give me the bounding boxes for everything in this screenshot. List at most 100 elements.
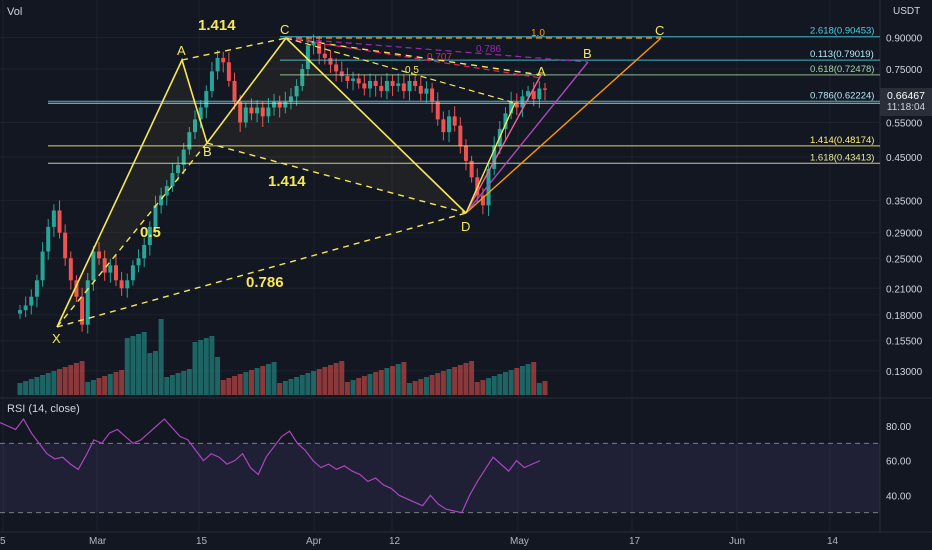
volume-bar — [502, 372, 508, 395]
candle-body — [215, 57, 220, 72]
volume-bar — [73, 363, 79, 395]
volume-bar — [418, 379, 424, 395]
volume-bar — [282, 381, 288, 395]
candle-body — [159, 195, 164, 206]
volume-bar — [480, 380, 486, 395]
candle-body — [142, 245, 147, 259]
volume-bar — [367, 374, 373, 395]
ratio-label: 0.786 — [246, 274, 284, 291]
volume-bar — [158, 319, 164, 395]
volume-bar — [243, 372, 249, 395]
candle-body — [125, 280, 130, 289]
volume-bar — [435, 373, 441, 395]
candle-body — [480, 195, 485, 206]
x-tick-label: 15 — [196, 536, 208, 547]
candle-body — [97, 251, 102, 259]
ac-dashed — [181, 37, 287, 61]
pattern-point-label: X — [52, 331, 61, 346]
volume-bar — [339, 361, 345, 395]
volume-bar — [175, 373, 181, 395]
fib-level-label: 1.414(0.48174) — [810, 135, 874, 146]
candle-body — [260, 107, 265, 117]
candle-body — [424, 88, 429, 94]
volume-bar — [85, 382, 91, 395]
candle-body — [232, 80, 237, 102]
candle-body — [486, 168, 491, 206]
rsi-band — [0, 443, 880, 513]
volume-bar — [102, 376, 108, 395]
volume-bar — [463, 363, 469, 395]
pattern-point-label: D — [461, 219, 470, 234]
volume-bar — [119, 370, 125, 395]
candle-body — [238, 101, 243, 123]
volume-bar — [446, 369, 452, 395]
volume-bar — [469, 361, 475, 395]
volume-bar — [350, 380, 356, 395]
volume-bar — [220, 380, 226, 395]
rsi-line — [0, 417, 541, 514]
candle-body — [390, 80, 395, 86]
candle-body — [187, 132, 192, 150]
y-tick-label: 0.25000 — [886, 254, 923, 265]
candle-body — [463, 145, 468, 161]
pattern-point-label: A — [177, 43, 186, 58]
candle-body — [452, 116, 457, 126]
candle-body — [396, 83, 401, 86]
volume-bar — [497, 374, 503, 395]
bar-countdown: 11:18:04 — [886, 102, 926, 113]
volume-bar — [28, 379, 34, 395]
volume-bar — [288, 379, 294, 395]
volume-bar — [232, 376, 238, 395]
x-tick-label: Mar — [89, 536, 107, 547]
candle-body — [305, 45, 310, 70]
xab-triangle — [57, 60, 207, 327]
candle-body — [266, 107, 271, 117]
candle-body — [153, 205, 158, 227]
candle-body — [18, 310, 22, 314]
volume-bar — [316, 369, 322, 395]
bcd-triangle — [207, 38, 466, 213]
fib-level-label: 0.113(0.79019) — [810, 49, 874, 60]
candle-body — [311, 41, 316, 46]
fib-ray-label: 0.707 — [427, 52, 452, 63]
volume-bar — [407, 383, 413, 395]
bd-dashed — [206, 142, 467, 214]
pattern-point-label: B — [203, 144, 212, 159]
volume-bar — [130, 336, 136, 395]
volume-bar — [531, 362, 537, 395]
y-tick-label: 0.13000 — [886, 367, 923, 378]
candle-body — [334, 64, 339, 72]
y-tick-label: 0.45000 — [886, 153, 923, 164]
candle-body — [300, 69, 305, 86]
candle-body — [57, 210, 62, 233]
projection-db — [465, 61, 589, 214]
volume-bar — [440, 371, 446, 395]
projection-dc — [465, 37, 662, 214]
volume-bar — [34, 377, 40, 395]
volume-bar — [90, 380, 96, 395]
volume-bar — [169, 375, 175, 395]
volume-bar — [124, 338, 130, 395]
candle-body — [108, 265, 113, 273]
volume-bar — [141, 332, 147, 395]
candle-body — [209, 71, 214, 92]
candle-body — [176, 164, 181, 174]
volume-bar — [429, 375, 435, 395]
volume-bar — [107, 374, 113, 395]
x-tick-label: May — [510, 536, 529, 547]
volume-bar — [40, 375, 46, 395]
volume-bar — [390, 366, 396, 395]
volume-bar — [327, 365, 333, 395]
volume-bar — [373, 372, 379, 395]
x-tick-label: 17 — [629, 536, 641, 547]
volume-bar — [452, 367, 458, 395]
volume-bar — [423, 377, 429, 395]
volume-bar — [96, 378, 102, 395]
fib-ray-label: 0.5 — [405, 65, 419, 76]
volume-bar — [519, 366, 525, 395]
volume-bar — [542, 381, 548, 395]
candle-body — [226, 62, 231, 81]
volume-bar — [192, 342, 198, 395]
candle-body — [447, 116, 452, 133]
volume-bar — [79, 361, 85, 395]
